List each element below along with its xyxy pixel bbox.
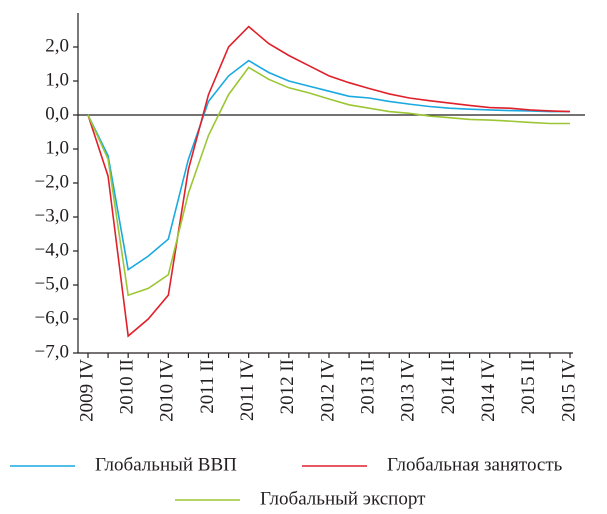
legend-label: Глобальная занятость bbox=[387, 454, 563, 475]
legend-label: Глобальный экспорт bbox=[260, 488, 426, 509]
x-tick-label: 2010 II bbox=[117, 359, 138, 414]
series-line bbox=[87, 25, 571, 338]
series-line bbox=[87, 66, 570, 297]
x-tick-label: 2013 IV bbox=[398, 359, 419, 422]
x-tick-label: 2014 IV bbox=[478, 359, 499, 422]
y-tick-label: −5,0 bbox=[35, 273, 69, 294]
y-tick-label: −7,0 bbox=[35, 341, 69, 362]
y-tick-label: −6,0 bbox=[35, 307, 69, 328]
x-tick-label: 2014 II bbox=[438, 359, 459, 414]
x-tick-label: 2015 II bbox=[518, 359, 539, 414]
x-tick-label: 2009 IV bbox=[76, 359, 97, 422]
y-tick-label: −4,0 bbox=[35, 239, 69, 260]
y-tick-label: 1,0 bbox=[45, 137, 69, 158]
x-tick-label: 2010 IV bbox=[157, 359, 178, 422]
x-tick-label: 2013 II bbox=[358, 359, 379, 414]
x-tick-label: 2012 IV bbox=[317, 359, 338, 422]
x-tick-label: 2011 IV bbox=[237, 359, 258, 421]
y-tick-label: 0,0 bbox=[45, 103, 69, 124]
x-tick-label: 2012 II bbox=[277, 359, 298, 414]
legend-label: Глобальный ВВП bbox=[95, 454, 237, 475]
x-tick-label: 2015 IV bbox=[558, 359, 579, 422]
series-line bbox=[87, 59, 570, 272]
y-tick-label: 2,0 bbox=[45, 35, 69, 56]
y-tick-label: −3,0 bbox=[35, 205, 69, 226]
x-tick-label: 2011 II bbox=[197, 359, 218, 414]
y-tick-label: 1,0 bbox=[45, 69, 69, 90]
y-tick-label: −2,0 bbox=[35, 171, 69, 192]
